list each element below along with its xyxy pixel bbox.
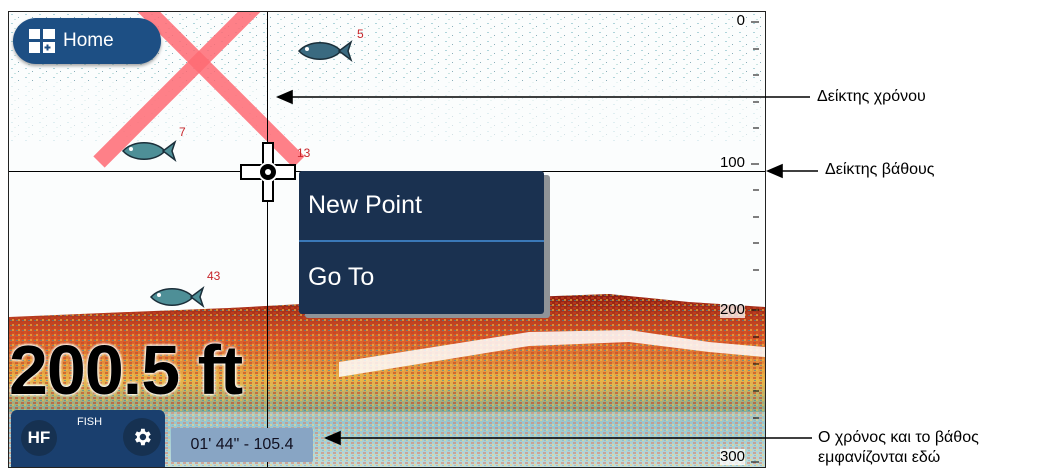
- sonar-echo-display: [9, 12, 765, 467]
- home-button-label: Home: [63, 30, 114, 51]
- mode-label: FISH: [77, 416, 103, 428]
- context-menu: New Point Go To: [299, 171, 544, 314]
- red-cross-mark: [93, 12, 305, 168]
- grid-plus-icon: [29, 29, 55, 53]
- frequency-button[interactable]: HF: [21, 420, 57, 456]
- readout-annotation-line1: Ο χρόνος και το βάθος: [818, 429, 979, 446]
- menu-item-new-point[interactable]: New Point: [299, 171, 544, 242]
- fish-depth-label: 7: [179, 125, 186, 139]
- depth-scale-label: 0: [736, 12, 745, 29]
- fish-depth-label: 13: [297, 146, 311, 160]
- menu-item-go-to[interactable]: Go To: [308, 262, 375, 291]
- fish-icon[interactable]: [119, 138, 177, 164]
- depth-scale-label: 300: [719, 448, 745, 465]
- cursor-readout: 01' 44" - 105.4: [171, 428, 313, 462]
- home-button[interactable]: Home: [13, 18, 161, 64]
- fish-icon[interactable]: [295, 38, 353, 64]
- gear-icon: [135, 428, 151, 446]
- fish-icon[interactable]: [147, 284, 205, 310]
- readout-annotation-line2: εμφανίζονται εδώ: [818, 449, 941, 466]
- time-marker-annotation: Δείκτης χρόνου: [817, 88, 926, 105]
- depth-readout: 200.5 ft: [9, 331, 243, 409]
- depth-scale-ticks: [751, 21, 759, 463]
- sonar-screen[interactable]: 5 7 13 43 0 100: [8, 11, 766, 468]
- depth-scale-label: 200: [719, 301, 745, 318]
- depth-marker-annotation: Δείκτης βάθους: [825, 161, 935, 178]
- depth-scale: 0 100 200 300: [709, 12, 765, 467]
- settings-button[interactable]: [123, 418, 161, 456]
- time-marker-line[interactable]: [267, 12, 268, 467]
- fish-depth-label: 43: [207, 269, 221, 283]
- fish-depth-label: 5: [357, 27, 364, 41]
- mode-panel: HF FISH: [11, 410, 165, 467]
- crosshair-cursor-icon[interactable]: [237, 141, 299, 203]
- depth-scale-label: 100: [719, 154, 745, 171]
